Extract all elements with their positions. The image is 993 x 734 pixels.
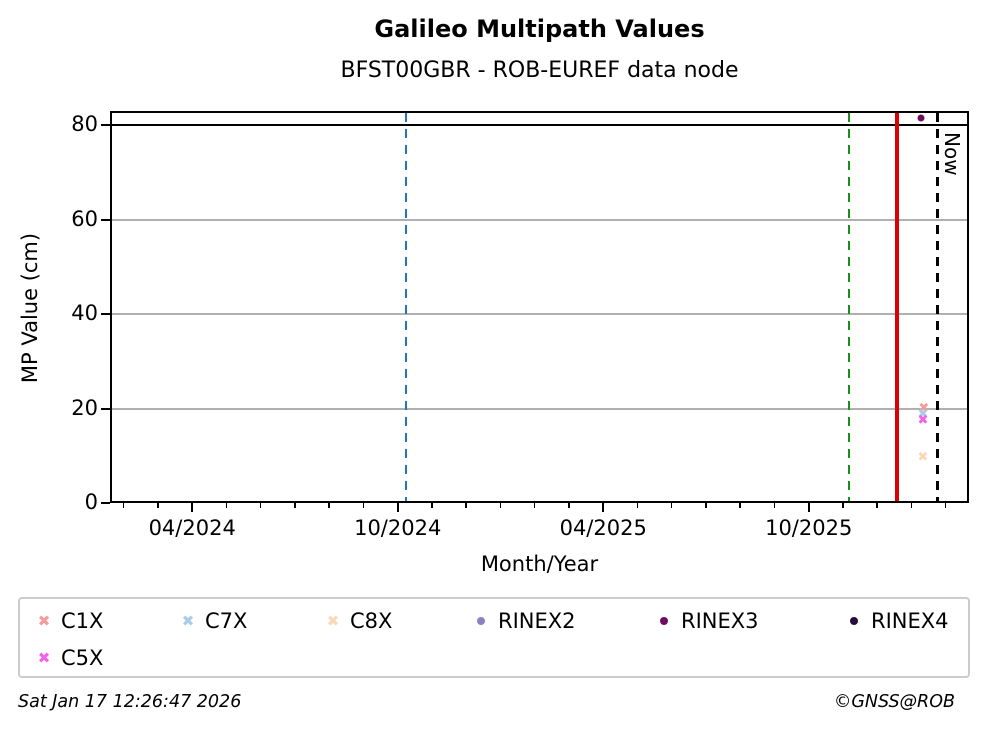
y-axis-label: MP Value (cm) xyxy=(18,232,42,384)
x-tick-minor xyxy=(122,503,125,508)
x-tick-minor xyxy=(876,503,878,508)
point-C1X: ✖ xyxy=(918,401,930,417)
x-tick-minor xyxy=(670,503,673,508)
x-tick-minor xyxy=(362,503,365,508)
x-tick-minor xyxy=(225,503,228,508)
x-tick-minor xyxy=(739,503,741,508)
y-gridline xyxy=(112,218,967,221)
x-tick-minor xyxy=(568,503,570,508)
threshold-line-80 xyxy=(112,123,967,127)
x-tick-minor xyxy=(328,503,330,508)
legend: ✖ C1X ✖ C7X ✖ C8X RINEX2 RINEX3 RINEX4 ✖ C5X xyxy=(18,597,970,678)
y-tick-label: 40 xyxy=(71,301,98,326)
vline-red-solid xyxy=(895,113,899,501)
y-tick xyxy=(101,218,110,221)
y-gridline xyxy=(112,313,967,316)
legend-label: RINEX2 xyxy=(498,609,576,633)
y-tick xyxy=(101,124,110,127)
y-gridline xyxy=(112,407,967,410)
y-tick xyxy=(101,502,110,504)
x-tick-label: 04/2025 xyxy=(559,516,647,540)
legend-item-C1X: ✖ C1X xyxy=(35,608,104,634)
chart-title: Galileo Multipath Values xyxy=(374,15,705,43)
copyright: ©GNSS@ROB xyxy=(833,692,955,712)
RINEX4-legend-marker-icon xyxy=(850,617,858,625)
x-tick-minor xyxy=(910,503,913,508)
x-tick-minor xyxy=(773,503,776,508)
point-C5X: ✖ xyxy=(917,413,929,429)
legend-label: C5X xyxy=(61,646,104,670)
x-tick-minor xyxy=(157,503,159,508)
x-tick-minor xyxy=(499,503,502,508)
timestamp: Sat Jan 17 12:26:47 2026 xyxy=(18,692,242,712)
legend-label: RINEX3 xyxy=(681,609,759,633)
x-tick-major xyxy=(602,503,605,512)
C7X-legend-marker-icon: ✖ xyxy=(181,611,195,630)
legend-label: C7X xyxy=(205,609,248,633)
x-tick-minor xyxy=(636,503,639,508)
x-tick-minor xyxy=(705,503,707,508)
point-C8X: ✖ xyxy=(917,450,929,466)
RINEX3-legend-marker-icon xyxy=(660,617,668,625)
legend-item-C7X: ✖ C7X xyxy=(179,608,248,634)
x-tick-minor xyxy=(465,503,467,508)
legend-item-C8X: ✖ C8X xyxy=(324,608,393,634)
C5X-legend-marker-icon: ✖ xyxy=(37,648,51,667)
y-tick xyxy=(101,407,110,410)
x-tick-label: 10/2024 xyxy=(354,516,442,540)
x-tick-minor xyxy=(842,503,844,508)
x-tick-minor xyxy=(294,503,296,508)
x-tick-major xyxy=(396,503,399,512)
point-RINEX3 xyxy=(917,114,925,122)
legend-item-RINEX4: RINEX4 xyxy=(845,608,949,634)
x-tick-minor xyxy=(944,503,947,508)
plot-area: ✖ ✖ ✖ ✖ xyxy=(110,111,969,503)
point-C7X: ✖ xyxy=(917,407,929,423)
x-tick-minor xyxy=(431,503,433,508)
x-tick-label: 04/2024 xyxy=(148,516,236,540)
x-tick-minor xyxy=(259,503,262,508)
x-tick-minor xyxy=(533,503,536,508)
x-axis-label: Month/Year xyxy=(480,552,599,576)
legend-item-RINEX3: RINEX3 xyxy=(655,608,759,634)
C8X-legend-marker-icon: ✖ xyxy=(326,611,340,630)
C1X-legend-marker-icon: ✖ xyxy=(37,611,51,630)
chart-subtitle: BFST00GBR - ROB-EUREF data node xyxy=(340,58,739,83)
y-tick-label: 0 xyxy=(84,490,98,514)
legend-label: C8X xyxy=(350,609,393,633)
legend-label: RINEX4 xyxy=(871,609,949,633)
vline-blue-dashed xyxy=(404,113,408,501)
y-tick-label: 60 xyxy=(71,206,98,231)
legend-item-RINEX2: RINEX2 xyxy=(472,608,576,634)
legend-label: C1X xyxy=(61,609,104,633)
x-tick-label: 10/2025 xyxy=(765,516,853,540)
vline-green-dashed xyxy=(847,113,851,501)
vline-now xyxy=(936,113,939,501)
y-tick-label: 80 xyxy=(71,112,98,137)
legend-item-C5X: ✖ C5X xyxy=(35,645,104,671)
y-tick-label: 20 xyxy=(71,395,98,420)
y-tick xyxy=(101,313,110,316)
x-tick-major xyxy=(807,503,810,512)
x-tick-major xyxy=(191,503,194,512)
RINEX2-legend-marker-icon xyxy=(477,617,485,625)
